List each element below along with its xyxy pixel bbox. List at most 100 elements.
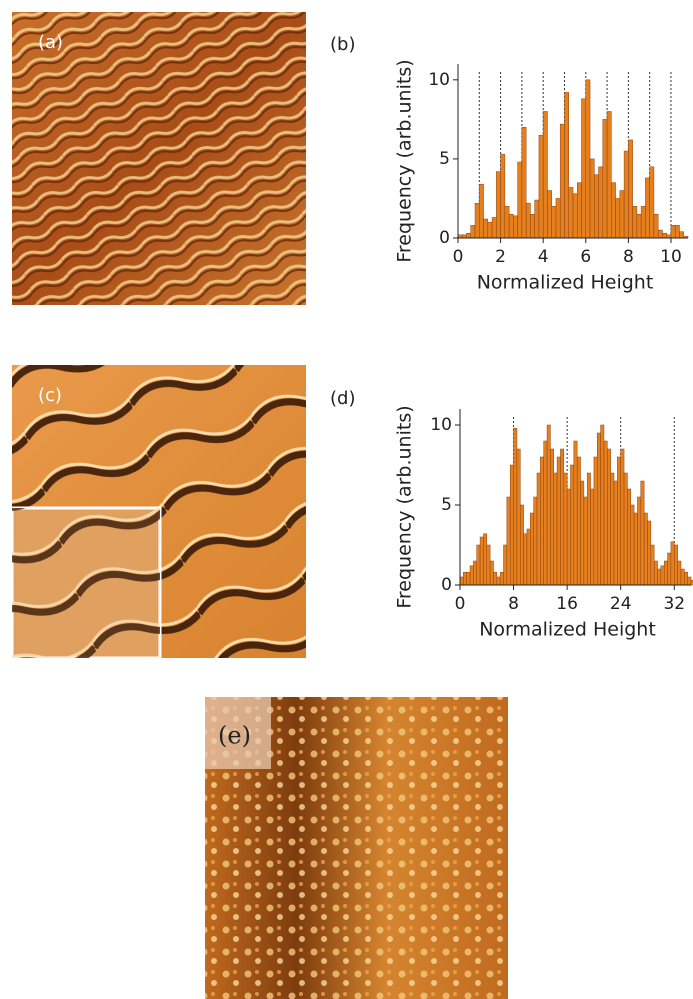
bar <box>661 566 664 585</box>
bar <box>647 521 650 585</box>
bar <box>581 481 584 585</box>
bar <box>477 545 480 585</box>
y-tick-label: 0 <box>441 575 452 595</box>
bar <box>573 194 577 238</box>
bar <box>590 159 594 238</box>
bar <box>518 162 522 238</box>
bar <box>488 222 492 238</box>
figure: (a) (b) (c) (d) (e) 05100246810Normalize… <box>0 0 693 999</box>
bar <box>505 206 509 238</box>
bar <box>480 537 483 585</box>
x-tick-label: 10 <box>660 247 682 267</box>
panel-label: (a) <box>38 32 63 53</box>
bar <box>679 232 683 238</box>
bar <box>616 198 620 238</box>
bar <box>577 183 581 238</box>
x-tick-label: 0 <box>455 594 466 614</box>
bar <box>628 140 632 238</box>
bar <box>507 497 510 585</box>
bar <box>577 457 580 585</box>
bar <box>654 561 657 585</box>
bar <box>460 577 463 585</box>
bar <box>658 230 662 238</box>
afm-image-c <box>12 365 306 658</box>
bar <box>587 473 590 585</box>
bar <box>624 151 628 238</box>
bar <box>633 206 637 238</box>
bar <box>492 217 496 238</box>
bar <box>591 489 594 585</box>
bar <box>467 572 470 585</box>
bar <box>564 92 568 238</box>
bar <box>560 449 563 585</box>
x-axis-title: Normalized Height <box>477 272 654 294</box>
y-axis-title: Frequency (arb.units) <box>394 405 416 608</box>
bar <box>604 441 607 585</box>
panel-label: (c) <box>38 385 62 406</box>
bar <box>500 572 503 585</box>
bar <box>504 545 507 585</box>
bar <box>501 154 505 238</box>
bar <box>645 178 649 238</box>
bar <box>569 187 573 238</box>
bar <box>620 191 624 238</box>
bar <box>614 481 617 585</box>
x-tick-label: 2 <box>495 247 506 267</box>
bar <box>607 449 610 585</box>
bar <box>537 473 540 585</box>
bar <box>534 497 537 585</box>
x-tick-label: 16 <box>556 594 578 614</box>
x-tick-label: 0 <box>453 247 464 267</box>
bar <box>552 206 556 238</box>
bar <box>681 569 684 585</box>
bar <box>664 561 667 585</box>
bar <box>611 473 614 585</box>
bar <box>601 425 604 585</box>
bar <box>484 219 488 238</box>
bar <box>662 233 666 238</box>
bar <box>594 175 598 238</box>
bar <box>560 124 564 238</box>
bar <box>496 172 500 238</box>
bar <box>597 433 600 585</box>
bar <box>520 505 523 585</box>
bar <box>668 553 671 585</box>
bar <box>556 198 560 238</box>
bar <box>654 214 658 238</box>
bar <box>671 542 674 585</box>
x-tick-label: 6 <box>580 247 591 267</box>
bar <box>564 473 567 585</box>
bar <box>514 428 517 585</box>
x-tick-label: 24 <box>610 594 632 614</box>
bar <box>524 534 527 585</box>
bar <box>651 545 654 585</box>
bar <box>547 425 550 585</box>
y-tick-label: 10 <box>428 70 450 90</box>
bar <box>547 191 551 238</box>
bar <box>567 489 570 585</box>
bar <box>510 465 513 585</box>
bar <box>634 513 637 585</box>
bar <box>522 127 526 238</box>
bar <box>650 167 654 238</box>
y-tick-label: 0 <box>439 228 450 248</box>
x-tick-label: 8 <box>623 247 634 267</box>
bar <box>467 233 471 238</box>
panel-label: (e) <box>218 722 251 750</box>
bar <box>671 225 675 238</box>
panel-label: (b) <box>330 34 355 55</box>
bar <box>603 119 607 238</box>
bar <box>530 513 533 585</box>
bar <box>517 449 520 585</box>
bar <box>557 457 560 585</box>
bar <box>513 216 517 238</box>
bar <box>637 497 640 585</box>
bar <box>574 441 577 585</box>
bar <box>475 203 479 238</box>
bar <box>527 529 530 585</box>
bar <box>479 184 483 238</box>
bar <box>543 111 547 238</box>
bar <box>644 513 647 585</box>
bar <box>607 111 611 238</box>
bar <box>463 572 466 585</box>
